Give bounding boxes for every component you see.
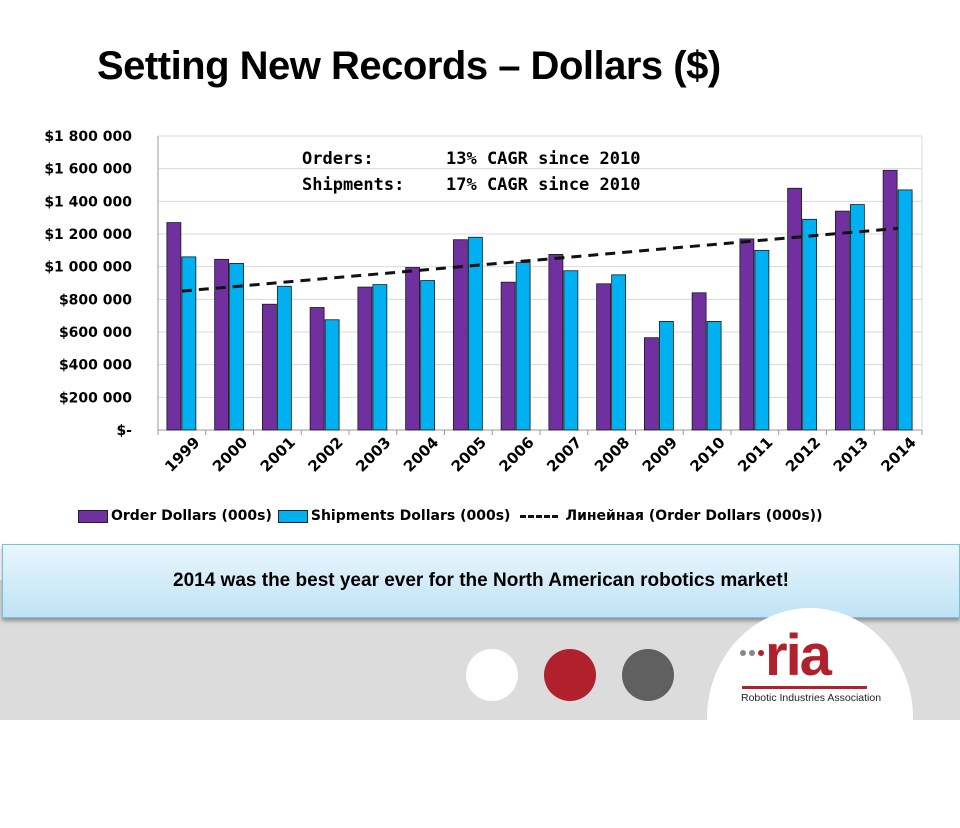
grey-circle-decoration [622,649,674,701]
shipment-bar [181,256,197,431]
logo-caption: Robotic Industries Association [741,692,882,704]
order-bar [739,238,755,431]
x-tick-label: 2000 [209,433,251,475]
order-bar [834,210,850,431]
x-tick-label: 2001 [257,433,299,475]
y-tick-label: $400 000 [59,358,132,374]
x-tick-label: 1999 [161,433,203,475]
annotation-text: 13% CAGR since 2010 [446,149,641,169]
shipment-bar [372,284,388,431]
y-tick-label: $1 000 000 [44,260,132,276]
y-tick-label: $1 400 000 [44,194,132,210]
legend-label-trendline: Линейная (Order Dollars (000s)) [565,508,823,524]
annotation-label: Orders: [302,149,374,169]
shipment-bar [229,262,245,431]
order-bar [643,337,659,431]
order-bar [405,267,421,431]
order-bar [691,292,707,431]
shipment-bar [515,262,531,431]
shipment-bar [849,204,865,431]
x-tick-label: 2013 [830,433,872,475]
annotation-label: Shipments: [302,175,405,195]
legend-item-orders: Order Dollars (000s) [78,508,272,524]
x-tick-label: 2010 [686,433,728,475]
x-tick-label: 2002 [304,433,346,475]
shipment-bar [563,270,579,431]
legend-item-shipments: Shipments Dollars (000s) [277,508,511,524]
x-tick-label: 2011 [734,433,776,475]
annotation-orders: Orders: 13% CAGR since 2010 [302,146,640,172]
x-tick-label: 2005 [448,433,490,475]
annotation-shipments: Shipments: 17% CAGR since 2010 [302,172,640,198]
order-bar [500,281,516,431]
x-tick-label: 2003 [352,433,394,475]
y-tick-label: $200 000 [59,390,132,406]
logo-dots-icon [740,650,764,656]
slide-title: Setting New Records – Dollars ($) [97,44,721,88]
legend-item-trendline: Линейная (Order Dollars (000s)) [516,508,822,524]
y-tick-label: $1 800 000 [44,129,132,145]
y-tick-label: $- [116,423,132,439]
trendline [181,226,899,293]
shipment-bar [324,319,340,431]
order-bar [882,169,898,431]
legend-swatch-trendline [520,514,559,518]
legend-swatch-shipments [277,509,308,523]
x-tick-label: 2014 [877,433,919,475]
white-circle-decoration [466,649,518,701]
shipment-bar [611,274,627,431]
x-tick-label: 2004 [400,433,442,475]
shipment-bar [658,320,674,431]
shipment-bar [276,285,292,431]
order-bar [357,286,373,431]
x-tick-label: 2008 [591,433,633,475]
y-tick-label: $800 000 [59,292,132,308]
shipment-bar [706,320,722,431]
shipment-bar [467,236,483,431]
red-circle-decoration [544,649,596,701]
order-bar [214,258,230,431]
order-bar [309,307,325,431]
bar-chart: $- $200 000 $400 000 $600 000 $800 000 $1 000… [44,129,923,476]
legend-swatch-orders [78,509,108,523]
annotation-text: 17% CAGR since 2010 [446,175,641,195]
callout-banner: 2014 was the best year ever for the Nort… [2,544,960,618]
order-bar [166,222,182,431]
order-bar [548,254,564,431]
shipment-bar [802,218,818,431]
cagr-annotation: Orders: 13% CAGR since 2010 Shipments: 1… [302,146,640,198]
y-tick-label: $1 200 000 [44,227,132,243]
order-bar [261,303,277,431]
callout-text: 2014 was the best year ever for the Nort… [173,570,789,591]
shipment-bar [420,280,436,431]
shipment-bar [897,189,913,431]
shipment-bar [754,249,770,431]
chart-legend: Order Dollars (000s) Shipments Dollars (… [78,508,822,524]
logo-divider [742,686,867,689]
order-bar [596,283,612,431]
y-tick-label: $600 000 [59,325,132,341]
x-tick-label: 2009 [639,433,681,475]
legend-label-orders: Order Dollars (000s) [111,508,272,524]
x-tick-label: 2007 [543,433,585,475]
legend-label-shipments: Shipments Dollars (000s) [310,508,511,524]
y-tick-label: $1 600 000 [44,162,132,178]
order-bar [787,187,803,431]
ria-logo: ria [765,623,832,688]
order-bar [452,239,468,431]
x-tick-label: 2006 [495,433,537,475]
x-tick-label: 2012 [782,433,824,475]
